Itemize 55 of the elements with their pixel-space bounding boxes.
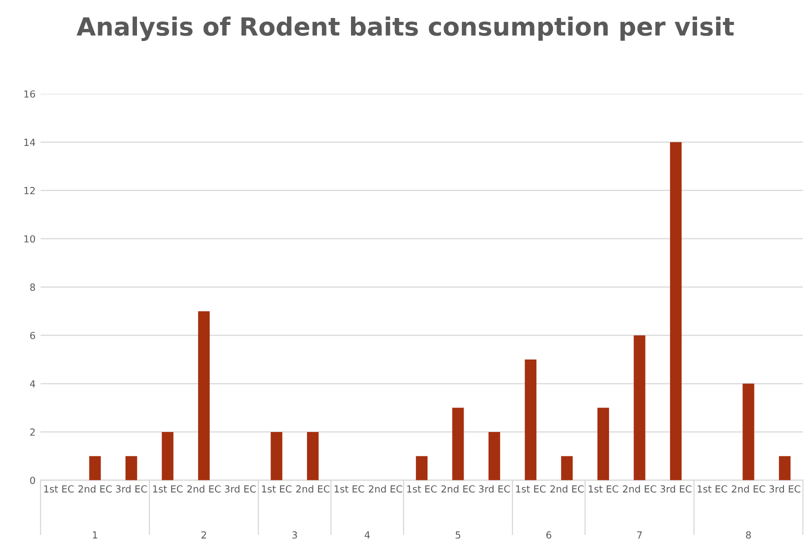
text: 2 xyxy=(202,531,206,538)
y-tick-label: 12 xyxy=(24,186,35,194)
y-tick-label: 6 xyxy=(30,332,36,340)
text: 7 xyxy=(637,531,642,538)
bar xyxy=(198,311,210,480)
x-tick-label: 2nd EC xyxy=(441,485,475,493)
x-tick-label: 3rd EC xyxy=(116,485,147,493)
text: 8 xyxy=(746,531,751,539)
y-tick-label: 16 xyxy=(24,90,36,98)
bar xyxy=(89,456,101,480)
bar xyxy=(778,456,791,480)
x-tick-label: 1st EC xyxy=(698,485,728,493)
x-tick-label: 2nd EC xyxy=(732,485,766,493)
x-tick-label: 2nd EC xyxy=(187,485,221,493)
x-tick-label: 2nd EC xyxy=(622,485,656,493)
y-tick-label: 14 xyxy=(24,138,36,146)
bar xyxy=(270,432,282,480)
x-tick-label: 2nd EC xyxy=(368,485,402,493)
x-tick-label: 3rd EC xyxy=(769,485,800,493)
y-tick-label: 0 xyxy=(30,476,36,484)
text: 4 xyxy=(364,531,370,538)
text: 6 xyxy=(546,531,552,539)
x-tick-label: 1st EC xyxy=(588,485,618,493)
bar xyxy=(416,456,428,480)
x-tick-label: 1st EC xyxy=(44,485,74,493)
y-tick-label: 4 xyxy=(30,380,36,388)
x-tick-label: 1st EC xyxy=(153,485,183,493)
text: 5 xyxy=(456,531,460,539)
x-tick-label: 2nd EC xyxy=(296,485,330,493)
bar xyxy=(162,432,174,480)
bar xyxy=(742,384,754,480)
bar xyxy=(524,359,536,480)
x-tick-label: 3rd EC xyxy=(660,485,692,493)
x-tick-label: 1st EC xyxy=(516,485,546,493)
bar xyxy=(597,408,610,480)
bar xyxy=(452,408,464,480)
text: 3 xyxy=(292,531,297,539)
x-tick-label: 3rd EC xyxy=(224,485,256,493)
text: 1 xyxy=(92,531,98,538)
x-tick-label: 3rd EC xyxy=(478,485,510,493)
x-tick-label: 2nd EC xyxy=(550,485,584,493)
bar xyxy=(634,335,646,480)
y-tick-label: 8 xyxy=(30,284,36,291)
x-tick-label: 2nd EC xyxy=(78,485,112,493)
chart-title: Analysis of Rodent baits consumption per visit xyxy=(76,16,734,41)
bar xyxy=(307,432,319,480)
bar xyxy=(125,456,138,480)
x-tick-label: 1st EC xyxy=(262,485,292,493)
bar xyxy=(670,142,682,480)
y-tick-label: 10 xyxy=(24,235,36,243)
x-tick-label: 1st EC xyxy=(334,485,364,493)
y-tick-label: 2 xyxy=(30,428,35,436)
bar xyxy=(488,432,500,480)
x-tick-label: 1st EC xyxy=(407,485,437,493)
bar xyxy=(561,456,573,480)
